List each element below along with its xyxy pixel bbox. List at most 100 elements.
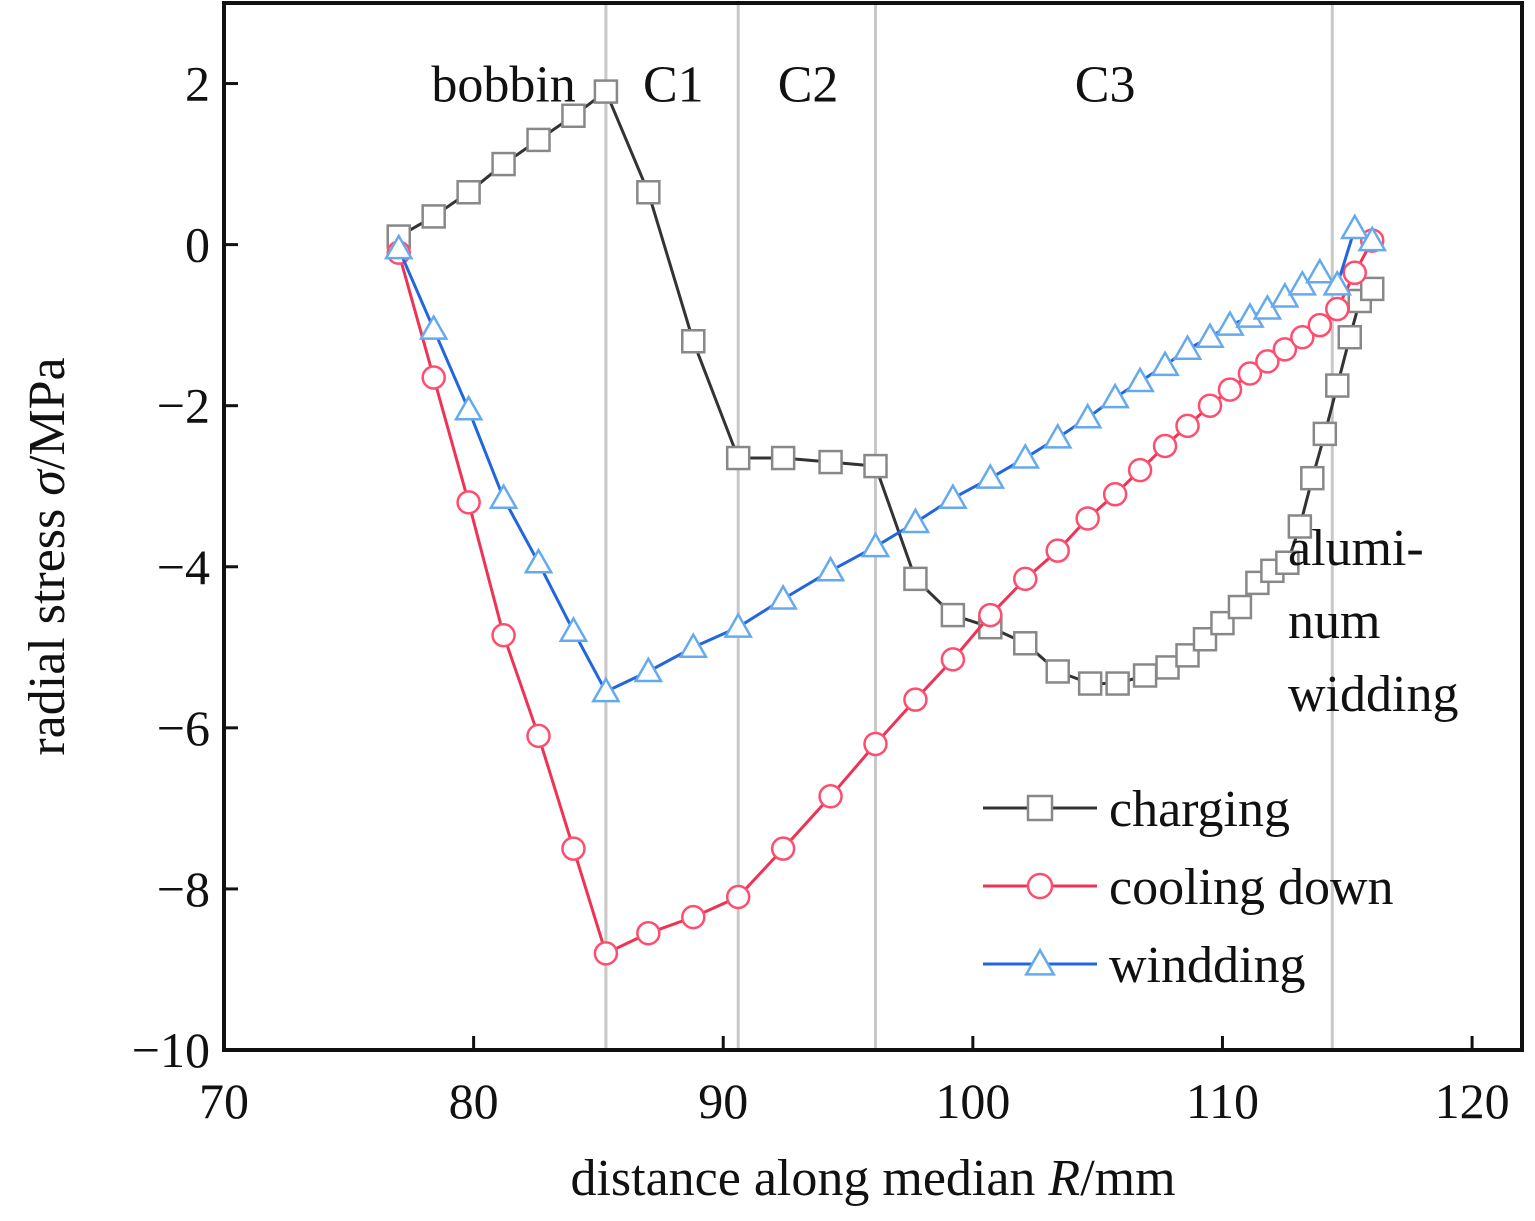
data-point-square (636, 180, 661, 205)
data-point-triangle (1322, 269, 1353, 296)
y-tick-label: 0 (185, 217, 210, 273)
data-point-triangle (1042, 422, 1073, 449)
data-point-square (863, 453, 888, 479)
annotation-line-2: num (1288, 593, 1380, 650)
data-point-circle (456, 490, 481, 515)
data-point-triangle (1172, 334, 1203, 361)
aluminum-winding-annotation: alumi- num widding (1288, 520, 1458, 723)
data-point-circle (1255, 349, 1280, 374)
legend-entry: cooling down (983, 859, 1394, 916)
data-point-circle (1290, 324, 1315, 350)
region-labels: bobbin C1 C2 C3 (431, 57, 1135, 114)
data-point-square (770, 445, 796, 471)
data-point-circle (725, 884, 751, 910)
region-label: C2 (778, 57, 839, 114)
y-tick-label: 2 (185, 56, 210, 112)
data-point-triangle (1357, 225, 1388, 252)
data-point-square (491, 151, 516, 177)
data-point-square (1325, 373, 1350, 398)
x-tick-label: 100 (935, 1073, 1010, 1129)
data-point-triangle (860, 531, 891, 558)
data-point-triangle (591, 676, 621, 703)
data-point-circle (526, 723, 551, 749)
data-point-square (421, 204, 446, 229)
data-point-circle (561, 836, 586, 861)
x-tick-label: 110 (1186, 1073, 1259, 1129)
data-point-circle (1152, 433, 1178, 459)
data-point-triangle (1125, 366, 1155, 393)
legend-label: cooling down (1109, 859, 1394, 916)
data-point-circle (1075, 506, 1100, 531)
series-layer (383, 79, 1388, 966)
y-axis-title: radial stress σ/MPa (19, 357, 76, 755)
x-tick-label: 120 (1435, 1073, 1510, 1129)
x-axis-title: distance along median R/mm (570, 1150, 1175, 1207)
data-point-square (1359, 276, 1385, 302)
data-point-square (1275, 550, 1300, 575)
data-point-triangle (1339, 213, 1370, 240)
data-point-circle (1045, 538, 1070, 563)
legend-entry: windding (983, 937, 1305, 994)
data-point-square (561, 103, 586, 129)
data-point-triangle (723, 612, 754, 638)
data-point-square (681, 329, 706, 354)
plot-frame (222, 1, 1524, 1052)
x-axis-title-var: R (1047, 1150, 1080, 1207)
data-point-circle (1127, 457, 1153, 483)
data-point-square (456, 180, 481, 205)
data-point-triangle (768, 583, 798, 610)
x-tick-label: 70 (199, 1073, 249, 1129)
data-point-triangle (523, 547, 554, 574)
data-point-circle (1307, 312, 1333, 338)
region-label: bobbin (431, 57, 575, 114)
data-point-circle (903, 687, 928, 712)
y-tick-label: −8 (157, 861, 210, 917)
data-point-square (903, 566, 928, 592)
data-point-circle (818, 784, 843, 809)
data-point-square (1300, 465, 1325, 491)
data-point-square (1013, 631, 1038, 656)
data-point-circle (1026, 872, 1054, 900)
data-point-square (1312, 421, 1338, 447)
data-point-triangle (453, 394, 484, 421)
data-point-square (818, 449, 843, 475)
y-axis-title-main: radial stress (19, 496, 76, 756)
y-axis: −10 −8 −6 −4 −2 0 2 (132, 56, 238, 1078)
x-axis-title-main: distance along median (570, 1150, 1048, 1207)
region-label: C1 (643, 57, 704, 114)
x-tick-label: 90 (698, 1073, 748, 1129)
legend-label: windding (1109, 937, 1305, 994)
data-point-circle (1102, 482, 1128, 507)
data-point-circle (1197, 393, 1223, 418)
data-point-square (593, 79, 619, 104)
y-axis-title-unit: /MPa (19, 357, 76, 470)
data-point-circle (593, 941, 619, 966)
data-point-square (1132, 663, 1158, 688)
data-point-square (1287, 514, 1313, 539)
region-boundaries (604, 3, 1334, 1050)
data-point-triangle (1215, 309, 1245, 336)
series-cooling-down (386, 228, 1385, 966)
data-point-square (1026, 794, 1054, 822)
x-axis: 70 80 90 100 110 120 (199, 1036, 1510, 1129)
data-point-triangle (1150, 350, 1180, 377)
data-point-square (940, 602, 966, 628)
data-point-circle (770, 836, 796, 861)
x-axis-title-unit: /mm (1080, 1150, 1175, 1207)
data-point-triangle (1010, 442, 1041, 469)
data-point-triangle (938, 483, 968, 510)
y-tick-label: −10 (132, 1022, 210, 1078)
data-point-square (526, 127, 551, 153)
data-point-triangle (678, 632, 709, 659)
data-point-square (1227, 594, 1253, 620)
region-label: C3 (1075, 57, 1136, 114)
data-point-square (1045, 659, 1070, 684)
data-point-circle (681, 904, 706, 930)
y-tick-label: −2 (157, 378, 210, 434)
x-tick-label: 80 (449, 1073, 499, 1129)
data-point-square (1337, 324, 1363, 350)
legend-label: charging (1109, 781, 1290, 838)
legend: charging cooling down windding (983, 781, 1394, 994)
data-point-triangle (1305, 257, 1335, 284)
